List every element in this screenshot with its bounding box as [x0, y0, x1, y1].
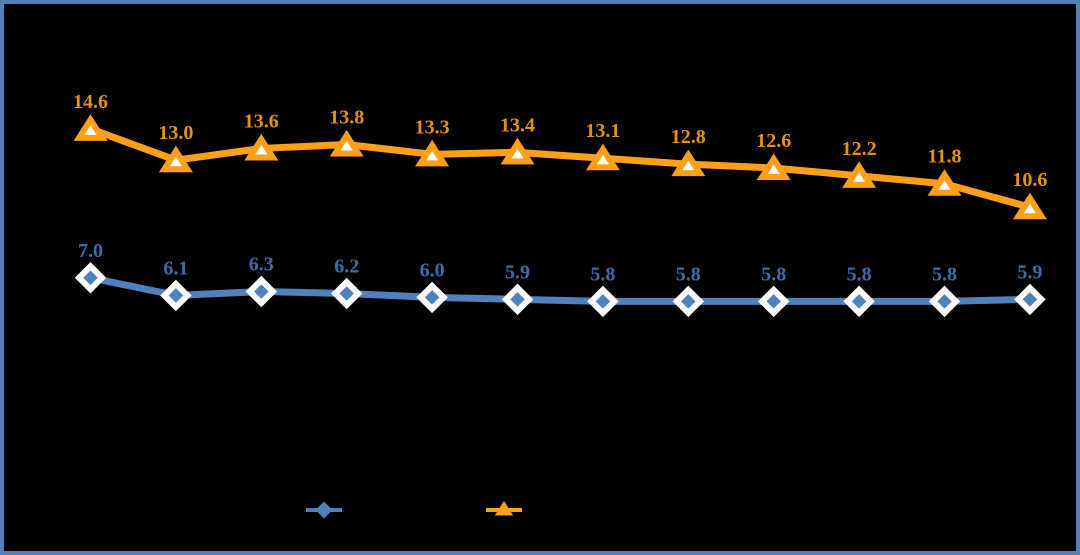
orange-triangle-series-marker	[500, 137, 535, 165]
blue-diamond-series-data-label: 5.9	[1017, 261, 1042, 283]
blue-diamond-series-data-label: 5.8	[932, 263, 957, 285]
blue-diamond-series-marker	[843, 285, 875, 318]
legend-triangle-icon	[494, 501, 514, 516]
orange-triangle-series-marker	[585, 143, 620, 171]
orange-triangle-series-data-label: 13.8	[329, 107, 364, 129]
orange-triangle-series-marker	[73, 114, 108, 141]
blue-diamond-series-marker	[1014, 283, 1046, 316]
blue-diamond-series-data-label: 6.1	[163, 257, 188, 279]
orange-triangle-series-data-label: 13.6	[244, 110, 279, 132]
blue-diamond-series-marker	[330, 277, 363, 310]
orange-triangle-series-marker	[329, 129, 364, 157]
orange-triangle-series-data-label: 13.4	[500, 114, 535, 136]
blue-diamond-series-data-label: 6.0	[420, 259, 445, 281]
orange-triangle-series-marker	[1012, 192, 1047, 220]
orange-triangle-series-data-label: 10.6	[1012, 169, 1047, 191]
orange-triangle-series-marker	[415, 139, 450, 167]
blue-diamond-series-marker	[501, 283, 534, 316]
orange-triangle-series-marker	[927, 169, 962, 196]
orange-triangle-series-data-label: 12.2	[842, 138, 877, 160]
blue-diamond-series-data-label: 6.2	[334, 255, 359, 277]
orange-triangle-series-data-label: 13.1	[585, 120, 620, 142]
blue-diamond-series-data-label: 5.8	[847, 263, 872, 285]
orange-triangle-series-marker	[756, 153, 791, 181]
blue-diamond-series-data-label: 5.8	[590, 263, 615, 285]
legend-diamond-icon	[315, 501, 333, 519]
blue-diamond-series-marker	[928, 285, 961, 318]
orange-triangle-series-marker	[158, 145, 193, 173]
blue-diamond-series-marker	[587, 285, 619, 318]
orange-triangle-series-data-label: 14.6	[73, 91, 108, 113]
orange-triangle-series-data-label: 12.6	[756, 130, 791, 152]
blue-diamond-series-line	[87, 274, 1034, 305]
blue-diamond-series-data-label: 6.3	[249, 254, 274, 276]
orange-triangle-series-marker	[671, 149, 706, 177]
blue-diamond-series-marker	[74, 262, 107, 294]
blue-diamond-series-data-label: 5.8	[761, 263, 786, 285]
orange-triangle-series-marker	[842, 161, 877, 188]
blue-diamond-series-marker	[160, 279, 192, 312]
blue-diamond-series-marker	[672, 285, 705, 318]
orange-triangle-series-marker	[244, 133, 279, 161]
orange-triangle-series-data-label: 13.0	[158, 122, 193, 144]
line-chart: 14.6 13.0 13.6 13.8 13.3 13.4 13.1 12.8 12.6 12.2…	[73, 91, 1047, 519]
blue-diamond-series-marker	[416, 281, 448, 314]
blue-diamond-series-data-label: 5.9	[505, 261, 530, 283]
blue-diamond-series-marker	[757, 285, 790, 318]
orange-triangle-series-line	[87, 125, 1034, 211]
blue-diamond-series-data-label: 7.0	[78, 240, 103, 262]
orange-triangle-series-data-label: 12.8	[671, 126, 706, 148]
blue-diamond-series-marker	[245, 275, 278, 308]
orange-triangle-series-data-label: 11.8	[928, 146, 962, 168]
orange-triangle-series-data-label: 13.3	[415, 116, 450, 138]
blue-diamond-series-data-label: 5.8	[676, 263, 701, 285]
